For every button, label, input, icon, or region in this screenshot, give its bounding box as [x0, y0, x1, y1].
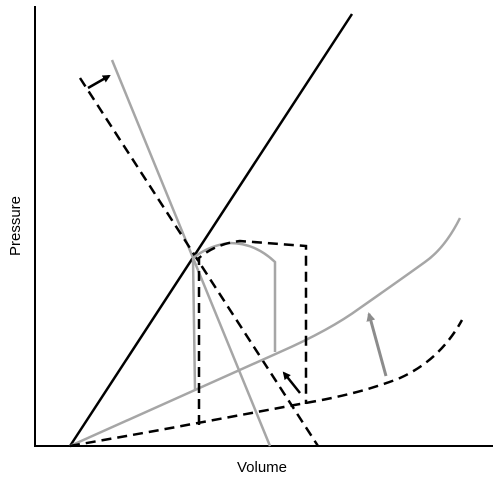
- black-dashed-pv-loop: [197, 239, 308, 425]
- gray-solid-pv-loop: [191, 241, 277, 391]
- y-axis-label: Pressure: [7, 196, 24, 256]
- gray-solid-edpvr-curve: [69, 217, 462, 448]
- black-dashed-negative-line: [78, 77, 320, 447]
- x-axis-label: Volume: [237, 459, 287, 476]
- arrow-right-gray: [366, 312, 388, 377]
- espvr-solid-black-line: [68, 13, 354, 447]
- gray-solid-negative-line: [110, 59, 272, 447]
- arrow-upper-left-black: [87, 74, 111, 90]
- arrow-middle-black: [282, 371, 301, 394]
- black-dashed-edpvr-curve: [69, 319, 464, 448]
